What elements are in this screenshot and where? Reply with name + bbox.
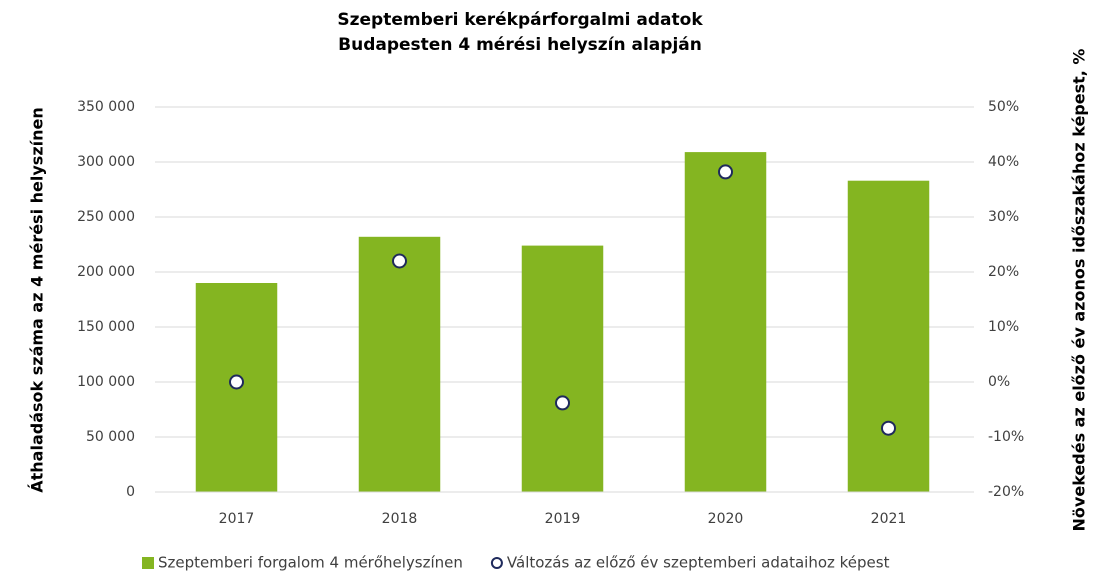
y2-tick-label: 20% xyxy=(988,264,1019,280)
y2-tick-label: 0% xyxy=(988,374,1010,390)
legend-swatch xyxy=(490,557,503,569)
y2-tick-label: 30% xyxy=(988,209,1019,225)
y2-tick-label: -10% xyxy=(988,429,1024,445)
y-axis-title: Áthaladások száma az 4 mérési helyszínen xyxy=(28,107,47,492)
bar xyxy=(684,152,767,492)
y2-axis-title: Növekedés az előző év azonos időszakához… xyxy=(1070,49,1089,532)
marker xyxy=(229,374,244,390)
y-tick-label: 350 000 xyxy=(77,99,135,115)
x-tick-label: 2017 xyxy=(219,511,255,527)
bar xyxy=(521,245,604,492)
legend-label: Változás az előző év szeptemberi adataih… xyxy=(507,554,890,572)
y-tick-label: 100 000 xyxy=(77,374,135,390)
marker xyxy=(718,164,733,180)
y2-tick-label: 10% xyxy=(988,319,1019,335)
y2-tick-label: 50% xyxy=(988,99,1019,115)
y-tick-label: 0 xyxy=(126,484,135,500)
x-tick-label: 2018 xyxy=(382,511,418,527)
legend-swatch xyxy=(142,557,154,569)
x-tick-label: 2019 xyxy=(545,511,581,527)
chart-subtitle: Budapesten 4 mérési helyszín alapján xyxy=(338,35,702,55)
y2-tick-label: 40% xyxy=(988,154,1019,170)
y-tick-label: 300 000 xyxy=(77,154,135,170)
chart-title: Szeptemberi kerékpárforgalmi adatok xyxy=(337,10,703,30)
y-tick-label: 150 000 xyxy=(77,319,135,335)
marker xyxy=(881,420,896,436)
bar xyxy=(358,236,441,492)
bar xyxy=(847,180,930,492)
y-tick-label: 200 000 xyxy=(77,264,135,280)
marker xyxy=(392,253,407,269)
y2-tick-label: -20% xyxy=(988,484,1024,500)
x-tick-label: 2021 xyxy=(871,511,907,527)
x-tick-label: 2020 xyxy=(708,511,744,527)
y-tick-label: 250 000 xyxy=(77,209,135,225)
marker xyxy=(555,395,570,411)
y-tick-label: 50 000 xyxy=(86,429,135,445)
legend-label: Szeptemberi forgalom 4 mérőhelyszínen xyxy=(158,554,463,572)
